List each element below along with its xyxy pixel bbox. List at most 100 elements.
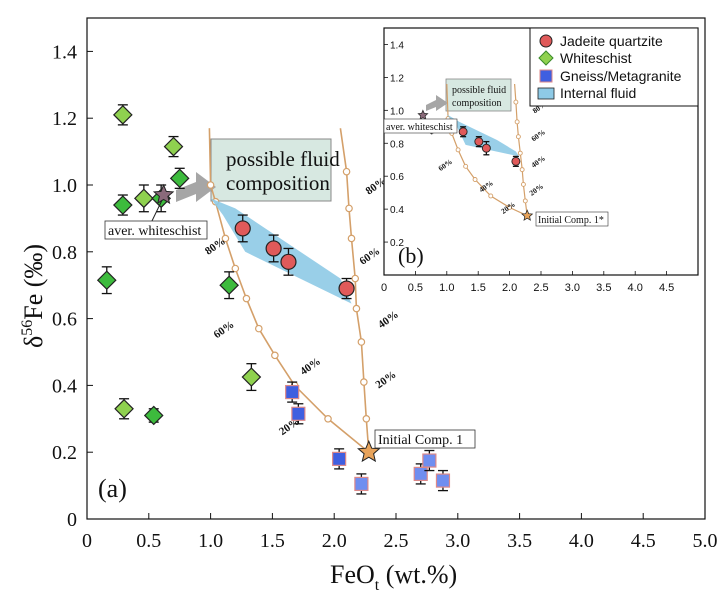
legend-internal-fluid-label: Internal fluid <box>560 85 636 101</box>
inset-aver-whiteschist-label: aver. whiteschist <box>386 122 453 133</box>
whiteschist-point <box>169 168 190 189</box>
jadeite-point <box>234 220 251 237</box>
inset-mixing-curve-node <box>513 99 519 105</box>
inset-x-tick-label: 0.5 <box>408 282 423 294</box>
fluid-composition-label: composition <box>226 171 330 195</box>
legend-whiteschist-label: Whiteschist <box>560 50 632 66</box>
inset-mixing-curve-node <box>455 147 461 153</box>
x-tick-label: 1.5 <box>260 530 285 552</box>
inset-x-tick-label: 2.0 <box>502 282 517 294</box>
inset-internal-fluid-band <box>446 114 519 157</box>
jadeite-point <box>265 240 282 257</box>
gneiss-point <box>413 466 428 482</box>
inset-x-tick-label: 4.0 <box>628 282 643 294</box>
inset-initial-comp-label: Initial Comp. 1* <box>538 215 604 226</box>
inset-jadeite-point <box>481 143 491 153</box>
mixing-curve-right <box>339 128 370 453</box>
whiteschist-point <box>114 398 134 419</box>
y-tick-label: 0 <box>67 509 77 531</box>
inset-mixing-curve-node <box>507 205 513 210</box>
fluid-composition-box <box>210 138 332 202</box>
inset-fluid-composition-label: possible fluid <box>452 85 506 96</box>
inset-initial-comp-label-box <box>535 211 609 227</box>
y-axis-label: δ56Fe (‰) <box>19 244 48 348</box>
y-tick-label: 1.2 <box>52 108 77 130</box>
aver-whiteschist-label-box <box>104 220 208 240</box>
inset-aver-whiteschist-label-box <box>383 118 458 134</box>
inset-y-tick-label: 0.4 <box>390 205 404 216</box>
inset-x-tick-label: 1.5 <box>471 282 486 294</box>
inset-x-tick-label: 1.0 <box>439 282 454 294</box>
inset-mixing-curve-node <box>488 193 494 199</box>
inset-mixing-curve-node <box>519 167 525 173</box>
x-tick-label: 2.5 <box>384 530 409 552</box>
whiteschist-point <box>134 188 154 209</box>
mixing-percent-label: 60% <box>212 319 237 341</box>
y-tick-label: 0.2 <box>52 442 77 464</box>
inset-y-tick-label: 0.2 <box>390 238 404 249</box>
gneiss-point <box>332 451 347 466</box>
inset-mixing-curve-node <box>515 134 521 140</box>
mixing-curve-node <box>242 294 251 303</box>
x-tick-label: 4.0 <box>569 530 594 552</box>
gneiss-point <box>354 476 369 492</box>
mixing-curve-node <box>206 181 215 189</box>
mixing-curve-node <box>255 324 263 333</box>
inset-y-tick-label: 1.4 <box>390 40 404 51</box>
whiteschist-point <box>163 136 184 157</box>
fluid-arrow <box>176 172 216 202</box>
whiteschist-point <box>112 195 133 215</box>
x-axis-label: FeOt (wt.%) <box>330 560 457 594</box>
mixing-curve-node <box>231 264 240 273</box>
inset-mixing-curve-node <box>472 177 478 182</box>
mixing-percent-label: 20% <box>374 369 399 391</box>
inset-x-tick-label: 3.0 <box>565 282 580 294</box>
whiteschist-point <box>219 275 239 296</box>
inset-fluid-composition-box <box>445 78 512 112</box>
inset-x-tick-label: 3.5 <box>596 282 611 294</box>
gneiss-point <box>285 384 300 400</box>
inset-x-tick-label: 4.5 <box>659 282 674 294</box>
mixing-curve-node <box>352 304 361 313</box>
y-tick-label: 0.6 <box>52 309 77 331</box>
inset-jadeite-point <box>511 156 521 166</box>
mixing-curve-node <box>324 414 332 423</box>
inset-aver-whiteschist-star <box>417 109 429 121</box>
y-tick-label: 1.4 <box>52 41 77 63</box>
aver-whiteschist-label: aver. whiteschist <box>108 224 201 239</box>
fluid-composition-label: possible fluid <box>226 147 340 171</box>
mixing-curve-node <box>221 234 230 243</box>
mixing-curve-node <box>351 274 360 283</box>
x-tick-label: 0 <box>82 530 92 552</box>
whiteschist-point <box>112 105 133 125</box>
x-tick-label: 4.5 <box>631 530 656 552</box>
x-tick-label: 2.0 <box>322 530 347 552</box>
legend-box <box>529 27 699 107</box>
mixing-percent-label: 60% <box>357 245 382 267</box>
whiteschist-point <box>96 270 117 291</box>
y-tick-label: 1.0 <box>52 175 77 197</box>
legend-whiteschist-marker <box>538 50 554 66</box>
inset-mixing-curve-node <box>520 181 526 187</box>
x-tick-label: 3.0 <box>445 530 470 552</box>
mixing-curve-node <box>362 414 371 423</box>
legend-gneiss-marker <box>539 69 553 83</box>
gneiss-point <box>422 453 437 468</box>
mixing-percent-label: 40% <box>298 355 323 377</box>
inset-mixing-curve-node <box>463 163 469 169</box>
panel-label-a: (a) <box>98 474 127 503</box>
mixing-curve-node <box>345 204 353 213</box>
aver-whiteschist-star <box>152 183 175 205</box>
inset-mixing-curve-node <box>522 198 528 204</box>
mixing-curve-node <box>342 167 351 176</box>
mixing-curve-node <box>347 234 356 243</box>
legend-jadeite-label: Jadeite quartzite <box>560 33 663 49</box>
whiteschist-point <box>143 405 164 426</box>
inset-mixing-curve-node <box>514 119 520 125</box>
initial-comp-label: Initial Comp. 1 <box>378 433 463 448</box>
inset-y-tick-label: 1.0 <box>390 106 404 117</box>
x-tick-label: 3.5 <box>507 530 532 552</box>
inset-initial-comp-star <box>521 209 534 221</box>
gneiss-point <box>435 473 451 488</box>
